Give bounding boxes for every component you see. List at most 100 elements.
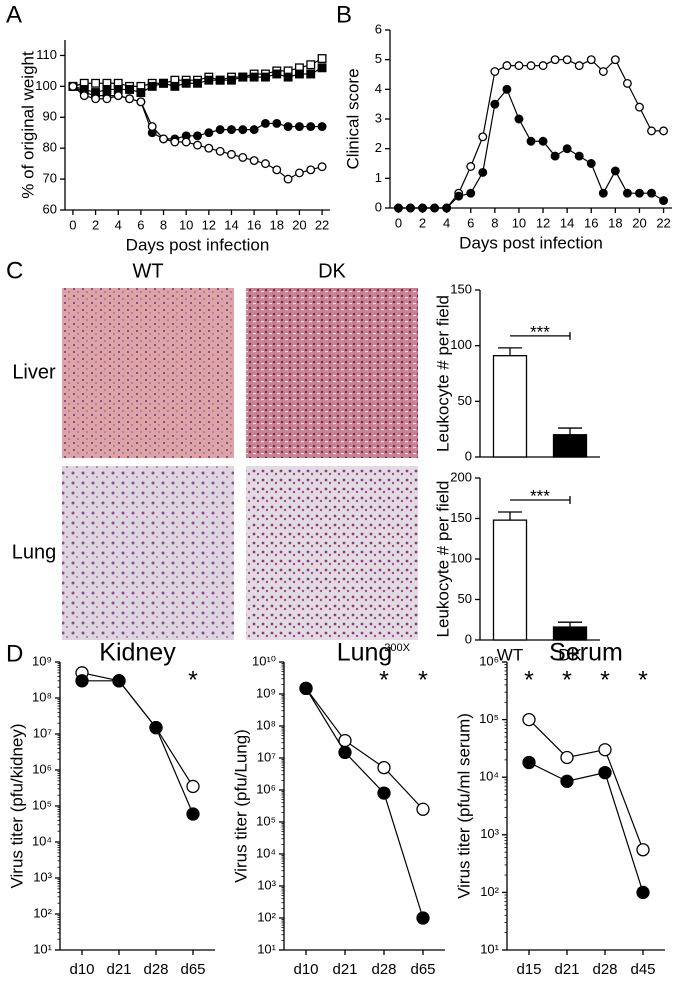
significance: * (600, 667, 610, 695)
y-axis-label: Leukocyte # per field (433, 295, 452, 452)
y-tick-label: 10¹ (33, 941, 52, 956)
x-tick-label: 8 (160, 217, 167, 232)
marker (659, 196, 669, 206)
y-tick-label: 10⁶ (32, 761, 52, 776)
marker (622, 78, 632, 88)
marker (193, 131, 202, 141)
marker (79, 91, 89, 101)
x-tick-label: 18 (608, 215, 622, 230)
panel-label: C (6, 257, 23, 284)
significance: * (418, 667, 428, 695)
y-tick-label: 4 (375, 81, 382, 96)
marker (294, 122, 304, 131)
marker (193, 78, 202, 88)
marker (502, 84, 512, 94)
marker (466, 162, 476, 171)
significance: *** (530, 322, 550, 341)
marker (170, 137, 180, 147)
magnification: 200X (384, 642, 410, 654)
marker (249, 72, 259, 82)
marker (647, 188, 656, 198)
marker (538, 61, 548, 71)
marker (416, 802, 430, 816)
marker (635, 188, 644, 198)
series-line (82, 680, 194, 815)
panel-label: D (6, 640, 23, 667)
y-axis-label: % of original weight (18, 51, 37, 199)
marker (294, 69, 304, 79)
x-tick-label: d65 (410, 961, 435, 978)
significance: * (524, 667, 534, 695)
y-axis-label: Virus titer (pfu/ml serum) (454, 713, 473, 899)
x-tick-label: DK (558, 645, 582, 664)
marker (598, 765, 612, 780)
marker (193, 140, 202, 150)
y-axis-label: Virus titer (pfu/kidney) (7, 723, 26, 888)
x-tick-label: d10 (293, 961, 318, 978)
y-tick-label: 0 (465, 448, 472, 463)
y-tick-label: 10⁵ (479, 711, 499, 726)
x-tick-label: WT (497, 645, 523, 664)
chart-title: Serum (549, 639, 623, 667)
y-tick-label: 1 (375, 170, 382, 185)
significance: *** (530, 487, 550, 506)
y-tick-label: 10⁷ (257, 749, 276, 764)
marker (215, 125, 225, 135)
histology-image (246, 466, 418, 640)
marker (238, 153, 248, 162)
marker (478, 132, 488, 142)
y-tick-label: 5 (375, 51, 382, 66)
x-tick-label: d28 (592, 961, 617, 978)
marker (560, 750, 574, 765)
x-tick-label: 12 (536, 215, 550, 230)
significance: * (562, 667, 572, 695)
x-tick-label: d21 (554, 961, 579, 978)
y-tick-label: 10⁹ (256, 685, 276, 700)
significance: * (379, 667, 389, 695)
marker (283, 72, 293, 82)
x-tick-label: 10 (512, 215, 526, 230)
histology-image (62, 288, 234, 458)
marker (186, 779, 200, 794)
x-tick-label: 6 (137, 217, 144, 232)
marker (272, 119, 282, 128)
x-tick-label: d65 (180, 961, 205, 978)
x-tick-label: 12 (202, 217, 216, 232)
series-line (528, 719, 644, 850)
marker (260, 159, 270, 169)
y-tick-label: 10² (33, 905, 52, 920)
x-tick-label: 2 (92, 217, 99, 232)
marker (181, 78, 191, 88)
x-tick-label: d45 (630, 961, 655, 978)
marker (636, 885, 650, 900)
series-line (528, 761, 644, 893)
y-tick-label: 50 (458, 591, 472, 606)
x-tick-label: 20 (292, 217, 306, 232)
y-tick-label: 10⁷ (33, 725, 52, 740)
marker (306, 60, 316, 70)
series-line (81, 672, 194, 787)
marker (125, 85, 135, 94)
marker (526, 61, 536, 71)
x-tick-label: 6 (467, 215, 474, 230)
y-tick-label: 10³ (33, 869, 52, 884)
y-tick-label: 10⁴ (32, 833, 52, 848)
marker (260, 72, 270, 82)
marker (442, 203, 452, 213)
marker (586, 159, 596, 168)
marker (149, 721, 163, 735)
x-tick-label: 20 (632, 215, 646, 230)
marker (514, 61, 524, 71)
y-tick-label: 10⁶ (256, 781, 276, 796)
marker (454, 191, 464, 201)
marker (102, 94, 112, 104)
marker (550, 55, 560, 65)
bar (552, 626, 588, 641)
marker (215, 75, 225, 85)
marker (68, 81, 78, 91)
y-tick-label: 100 (450, 337, 472, 352)
y-tick-label: 3 (375, 110, 382, 125)
x-axis-label: Days post infection (459, 233, 603, 252)
x-tick-label: 4 (115, 217, 122, 232)
